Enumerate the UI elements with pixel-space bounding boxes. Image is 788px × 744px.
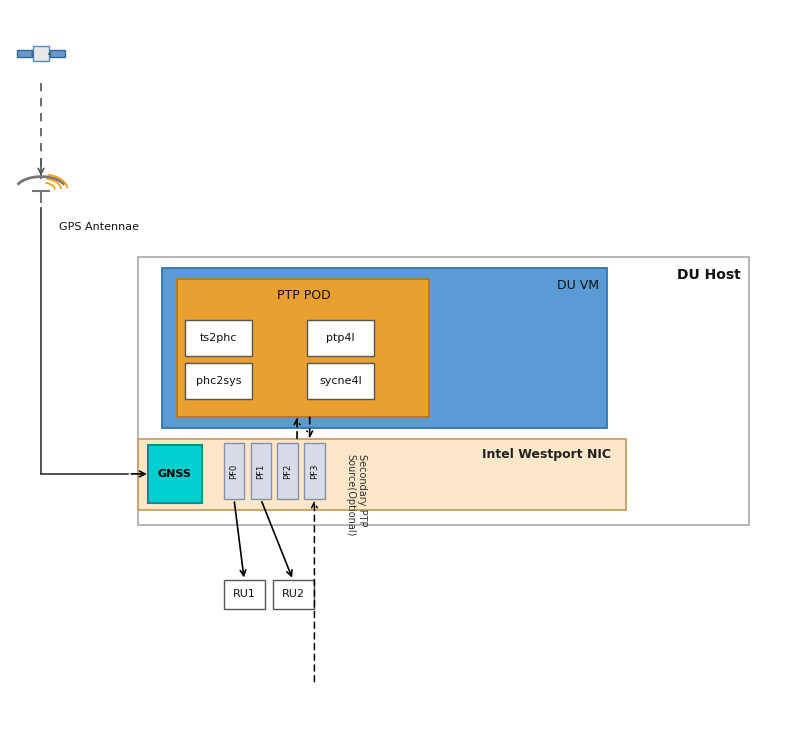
Text: PF2: PF2 — [283, 464, 292, 479]
Bar — [304, 443, 325, 499]
Bar — [224, 580, 265, 609]
Bar — [185, 363, 252, 399]
Text: Intel Westport NIC: Intel Westport NIC — [481, 448, 611, 461]
Text: sycne4l: sycne4l — [319, 376, 362, 386]
Text: Secondary PTP
Source(Optional): Secondary PTP Source(Optional) — [345, 454, 366, 536]
Bar — [251, 443, 271, 499]
Bar — [138, 439, 626, 510]
Text: PF0: PF0 — [229, 464, 239, 479]
Text: ts2phc: ts2phc — [200, 333, 237, 343]
Bar — [185, 320, 252, 356]
Text: ptp4l: ptp4l — [326, 333, 355, 343]
Text: RU2: RU2 — [281, 589, 305, 600]
Text: PTP POD: PTP POD — [277, 289, 330, 301]
Text: RU1: RU1 — [232, 589, 256, 600]
Bar — [307, 320, 374, 356]
Bar — [33, 46, 49, 61]
Text: GNSS: GNSS — [158, 469, 191, 479]
Text: DU Host: DU Host — [677, 268, 741, 282]
Bar — [148, 445, 202, 503]
Bar — [273, 580, 314, 609]
Bar — [17, 50, 32, 57]
Text: PF1: PF1 — [256, 464, 266, 479]
Text: DU VM: DU VM — [557, 279, 599, 292]
Bar — [162, 268, 607, 428]
Text: PF3: PF3 — [310, 464, 319, 479]
Bar — [50, 50, 65, 57]
Bar — [224, 443, 244, 499]
Bar — [307, 363, 374, 399]
Bar — [277, 443, 298, 499]
Text: GPS Antennae: GPS Antennae — [59, 222, 139, 232]
Bar — [177, 279, 429, 417]
Bar — [138, 257, 749, 525]
Text: phc2sys: phc2sys — [196, 376, 241, 386]
